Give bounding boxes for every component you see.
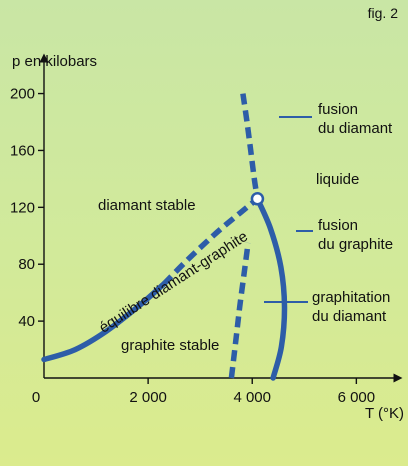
curve-fusion-graphite [254, 196, 288, 381]
curve-graphitation [228, 242, 251, 379]
triple-point-marker [250, 192, 265, 206]
y-tick-label: 200 [10, 86, 35, 103]
region-label-diamant-stable: diamant stable [98, 197, 196, 214]
curve-equilibre-solid [41, 281, 167, 363]
curve-label-fusion-graphite-line2: du graphite [318, 236, 393, 253]
x-tick-label: 6 000 [338, 389, 376, 406]
curve-label-fusion-diamant-line1: fusion [318, 101, 358, 118]
y-axis-title: p en kilobars [12, 53, 97, 70]
phase-boundaries [41, 93, 288, 381]
curve-label-fusion-diamant-line2: du diamant [318, 120, 393, 137]
region-label-liquide: liquide [316, 171, 359, 188]
y-tick-label: 40 [18, 313, 35, 330]
curve-label-graphitation-line1: graphitation [312, 289, 390, 306]
region-label-graphite-stable: graphite stable [121, 337, 219, 354]
x-tick-label: 0 [32, 389, 40, 406]
curve-label-equilibre: équilibre diamant-graphite [96, 228, 251, 337]
y-tick-label: 80 [18, 256, 35, 273]
x-axis-title: T (°K) [365, 405, 404, 422]
figure-label: fig. 2 [368, 5, 399, 21]
curve-equilibre-dashed [161, 196, 260, 287]
y-tick-label: 120 [10, 199, 35, 216]
y-tick-label: 160 [10, 142, 35, 159]
axis-ticks: 0 2 000 4 000 6 000 40 80 120 160 200 [10, 86, 375, 406]
x-tick-label: 4 000 [233, 389, 271, 406]
curve-fusion-diamant [240, 93, 261, 200]
x-tick-label: 2 000 [129, 389, 167, 406]
curve-label-graphitation-line2: du diamant [312, 308, 387, 325]
curve-label-fusion-graphite-line1: fusion [318, 217, 358, 234]
